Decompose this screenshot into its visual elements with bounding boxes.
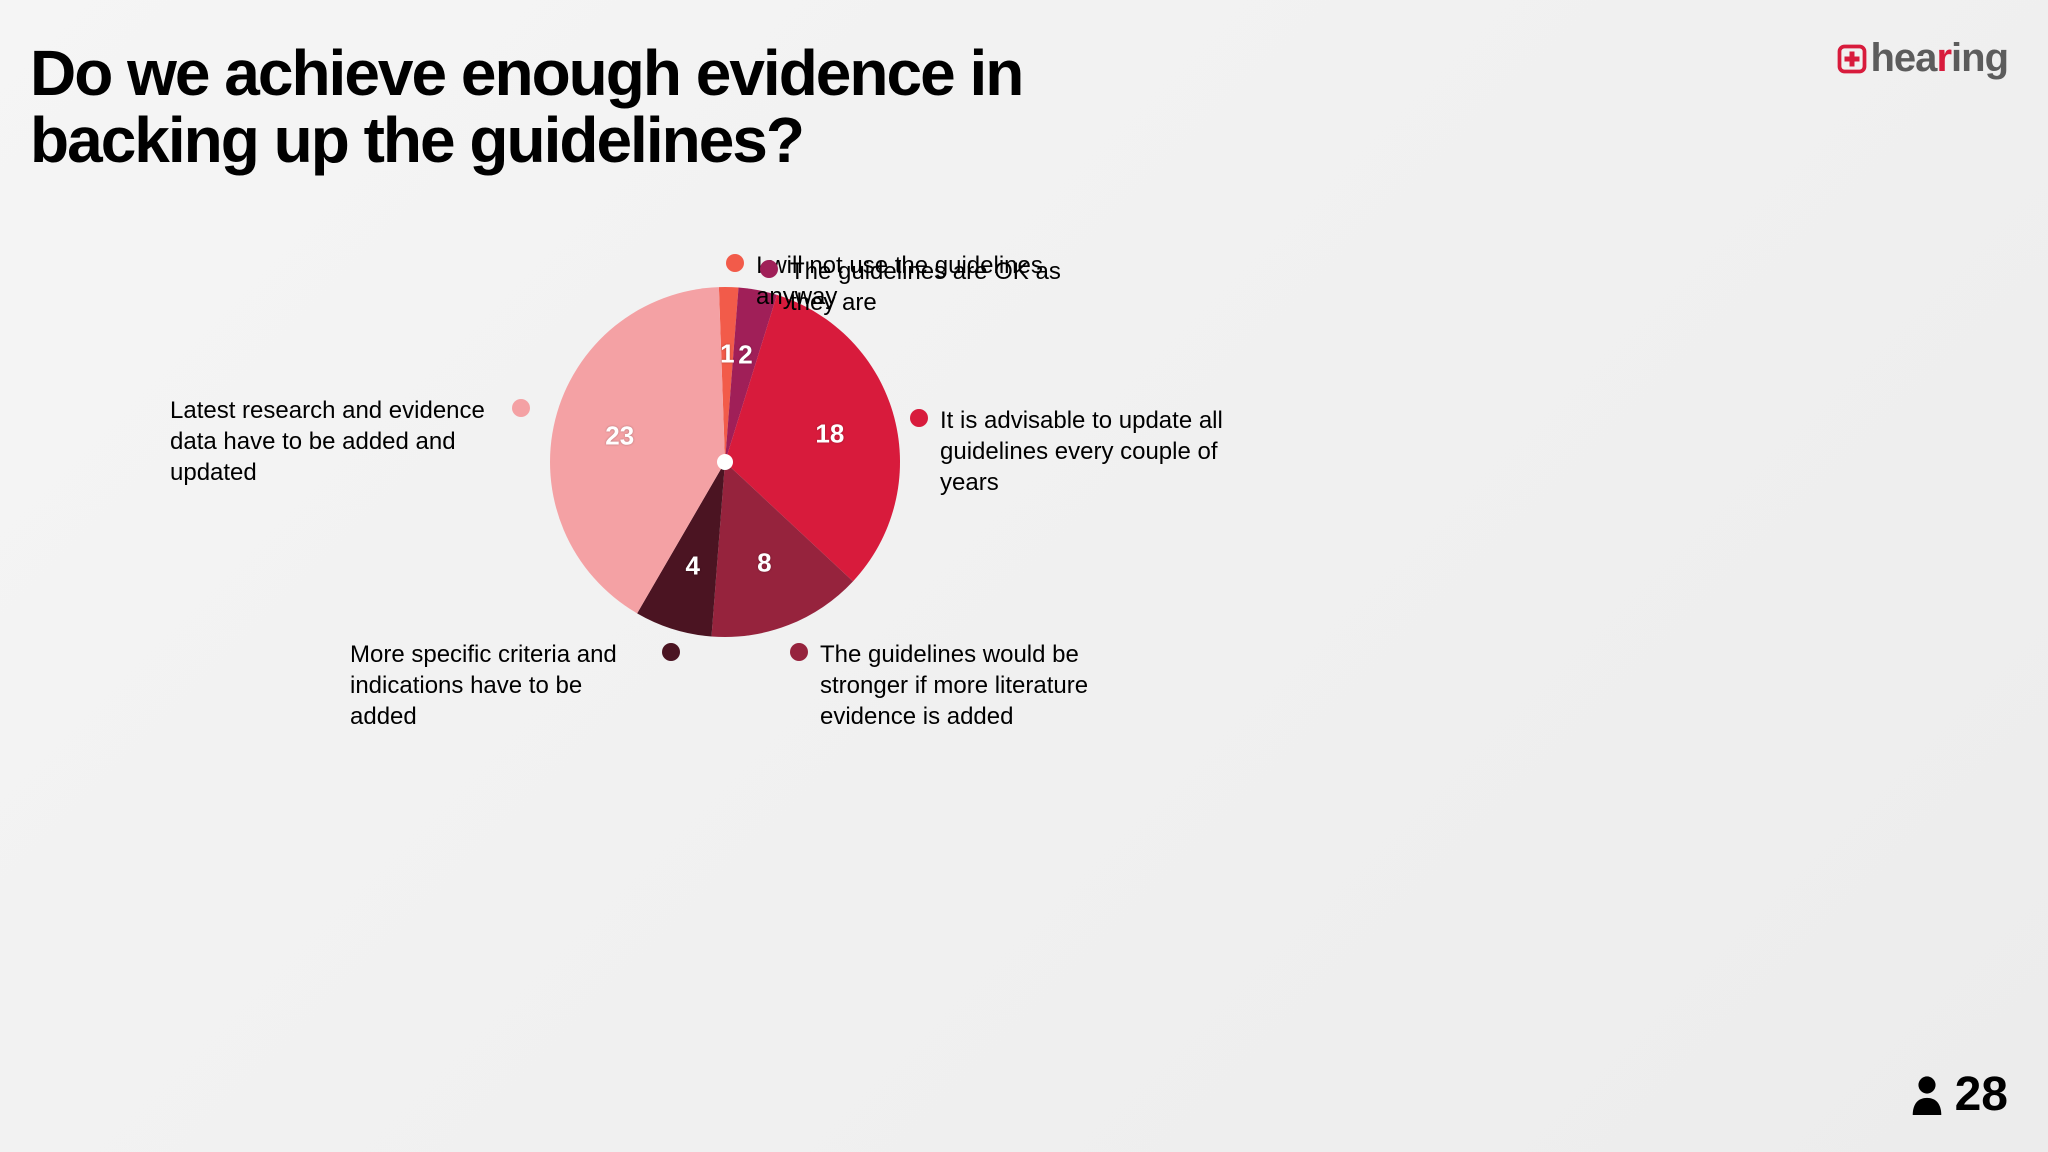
legend-text: More specific criteria and indications h…	[350, 639, 650, 733]
legend-item: The guidelines are OK as they are	[760, 256, 1110, 318]
slice-value-label: 8	[757, 548, 771, 579]
slice-value-label: 18	[815, 419, 844, 450]
legend-dot-icon	[910, 409, 928, 427]
slice-value-label: 4	[686, 550, 700, 581]
legend-dot-icon	[790, 643, 808, 661]
pie-center-dot	[717, 454, 733, 470]
page-number-badge: 28	[1909, 1067, 2008, 1122]
page-number-text: 28	[1955, 1067, 2008, 1122]
legend-item: It is advisable to update all guidelines…	[910, 405, 1230, 499]
legend-item: Latest research and evidence data have t…	[170, 395, 530, 489]
legend-text: Latest research and evidence data have t…	[170, 395, 500, 489]
legend-text: The guidelines are OK as they are	[790, 256, 1110, 318]
legend-dot-icon	[662, 643, 680, 661]
slice-value-label: 2	[738, 340, 752, 371]
legend-text: It is advisable to update all guidelines…	[940, 405, 1230, 499]
legend-dot-icon	[760, 260, 778, 278]
person-icon	[1909, 1075, 1945, 1115]
slice-value-label: 1	[720, 338, 734, 369]
slice-value-label: 23	[605, 420, 634, 451]
legend-dot-icon	[512, 399, 530, 417]
legend-dot-icon	[726, 254, 744, 272]
legend-item: The guidelines would be stronger if more…	[790, 639, 1150, 733]
legend-item: More specific criteria and indications h…	[350, 639, 680, 733]
pie-chart: 1I will not use the guidelines anyway2Th…	[0, 0, 2048, 1152]
legend-text: The guidelines would be stronger if more…	[820, 639, 1150, 733]
pie-svg	[0, 0, 2048, 1152]
